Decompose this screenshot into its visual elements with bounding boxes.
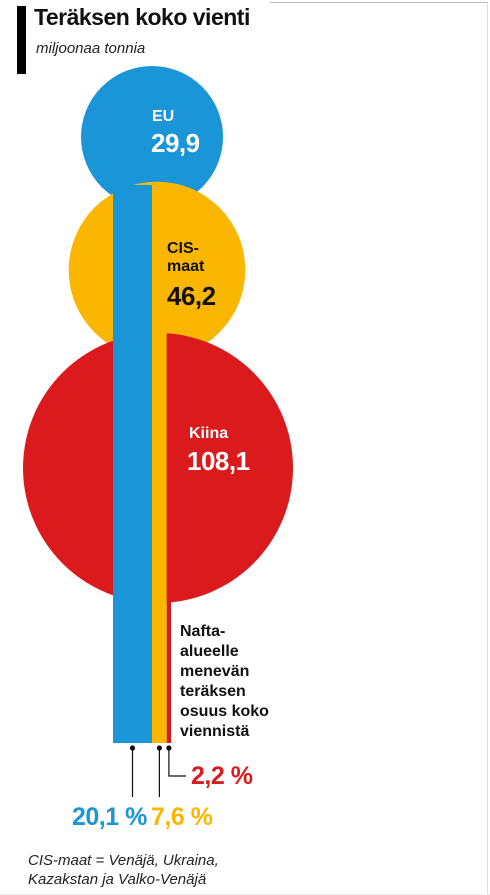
bubble-name-cis-line1: CIS- bbox=[167, 240, 199, 257]
share-note-line: viennistä bbox=[180, 723, 250, 740]
share-note-line: Nafta- bbox=[180, 623, 226, 640]
leader-line-kiina bbox=[168, 748, 186, 777]
bubble-name-cis-line2: maat bbox=[167, 258, 205, 275]
share-label-cis: 7,6 % bbox=[151, 803, 213, 831]
bubble-name-eu: EU bbox=[152, 108, 175, 125]
footnote: CIS-maat = Venäjä, Ukraina, Kazakstan ja… bbox=[28, 852, 219, 888]
bubble-label-eu: EU bbox=[152, 108, 174, 126]
share-label-eu: 20,1 % bbox=[72, 803, 147, 831]
share-bar-kiina bbox=[166, 335, 172, 743]
share-bar-cis bbox=[152, 185, 167, 743]
bubble-label-kiina: Kiina bbox=[189, 425, 228, 443]
unit-label: miljoonaa tonnia bbox=[36, 40, 146, 57]
share-label-kiina: 2,2 % bbox=[191, 762, 253, 790]
frame-line-top bbox=[270, 2, 488, 3]
title-accent-bar bbox=[17, 6, 26, 74]
chart-title: Teräksen koko vienti bbox=[34, 4, 250, 30]
bubble-value-eu: 29,9 bbox=[151, 128, 200, 158]
bubble-name-kiina: Kiina bbox=[189, 425, 229, 442]
share-note: Nafta- alueelle menevän teräksen osuus k… bbox=[180, 622, 300, 742]
share-note-line: alueelle bbox=[180, 643, 239, 660]
bubble-eu bbox=[81, 66, 223, 208]
bubble-value-kiina: 108,1 bbox=[187, 446, 250, 476]
bubble-label-cis: CIS- maat bbox=[167, 240, 204, 276]
share-note-line: osuus koko bbox=[180, 703, 269, 720]
share-note-line: menevän bbox=[180, 663, 250, 680]
share-bar-eu bbox=[113, 185, 152, 743]
share-note-line: teräksen bbox=[180, 683, 246, 700]
bubble-value-cis: 46,2 bbox=[167, 281, 216, 311]
frame-line-right bbox=[487, 2, 488, 895]
